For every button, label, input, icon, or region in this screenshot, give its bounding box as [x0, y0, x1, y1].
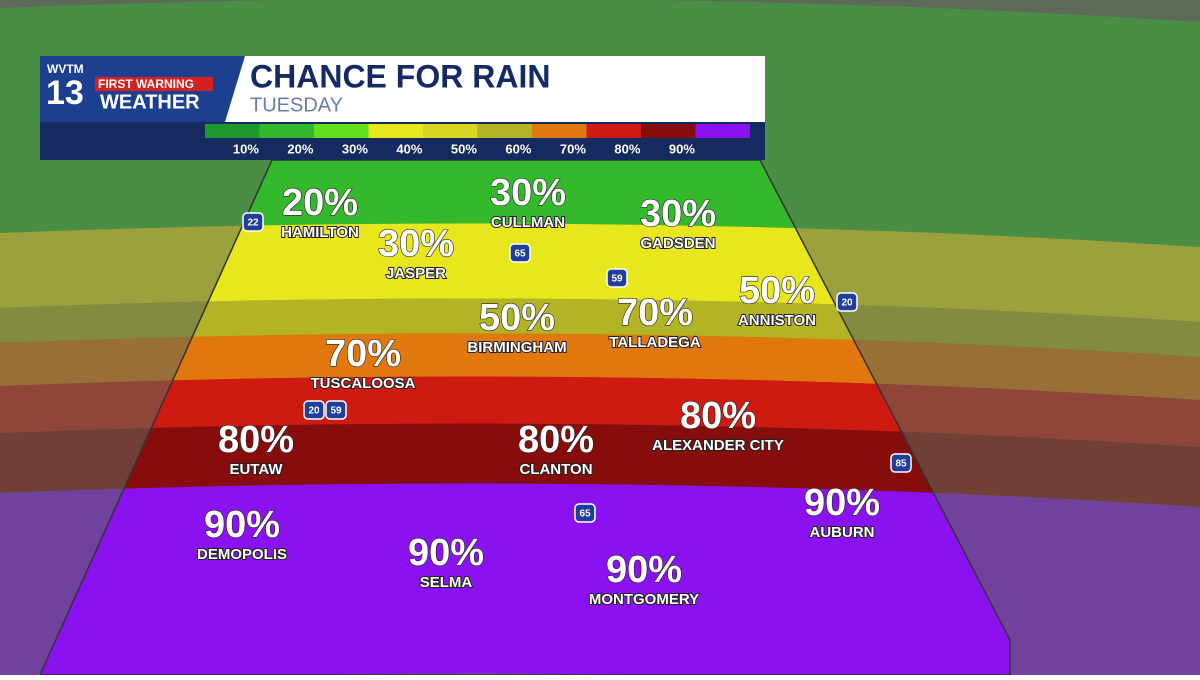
shield-label: 65 — [579, 509, 591, 520]
legend-swatch — [586, 124, 641, 138]
band — [40, 423, 1010, 507]
legend-swatch — [314, 124, 369, 138]
city-name: MONTGOMERY — [589, 591, 699, 608]
city-name: DEMOPOLIS — [197, 546, 287, 563]
legend-swatch — [641, 124, 696, 138]
legend-swatch — [259, 124, 314, 138]
shield-label: 20 — [308, 406, 320, 417]
city-chance: 30% — [378, 223, 454, 265]
legend: 10% 20% 30% 40% 50% 60% 70% 80% 90% — [205, 124, 750, 156]
legend-swatch — [368, 124, 423, 138]
header: WVTM 13 FIRST WARNING WEATHER CHANCE FOR… — [40, 56, 765, 160]
shield-badge — [509, 243, 531, 263]
shield-label: 20 — [841, 298, 853, 309]
shield-badge — [890, 453, 912, 473]
brand: FIRST WARNING — [98, 77, 194, 91]
city-chance: 90% — [804, 482, 880, 524]
city-name: AUBURN — [810, 524, 875, 541]
shield-badge — [606, 268, 628, 288]
legend-swatch — [695, 124, 750, 138]
city-chance: 70% — [325, 333, 401, 375]
brand-box — [95, 77, 213, 91]
city-chance: 90% — [606, 549, 682, 591]
city-chance: 30% — [490, 172, 566, 214]
city-chance: 80% — [218, 419, 294, 461]
subtitle: TUESDAY — [250, 94, 343, 116]
city-name: BIRMINGHAM — [467, 339, 566, 356]
city-name: TALLADEGA — [609, 334, 701, 351]
city-name: HAMILTON — [281, 224, 359, 241]
city-name: ANNISTON — [738, 312, 816, 329]
shield-label: 85 — [895, 459, 907, 470]
shield-badge — [574, 503, 596, 523]
legend-label: 80% — [614, 141, 640, 156]
shield-label: 59 — [611, 274, 623, 285]
channel: 13 — [46, 74, 84, 112]
legend-swatch — [532, 124, 587, 138]
legend-label: 90% — [669, 141, 695, 156]
shield-label: 22 — [247, 218, 259, 229]
shield-badge — [325, 400, 347, 420]
legend-label: 10% — [233, 141, 259, 156]
shield-label: 65 — [514, 249, 526, 260]
title: CHANCE FOR RAIN — [250, 58, 550, 94]
city-chance: 20% — [282, 182, 358, 224]
city-chance: 80% — [680, 395, 756, 437]
legend-swatch — [205, 124, 260, 138]
legend-label: 40% — [396, 141, 422, 156]
city-chance: 30% — [640, 193, 716, 235]
band — [40, 483, 1010, 675]
city-name: CLANTON — [519, 461, 592, 478]
city-chance: 80% — [518, 419, 594, 461]
legend-label: 50% — [451, 141, 477, 156]
legend-label: 60% — [505, 141, 531, 156]
legend-label: 20% — [287, 141, 313, 156]
legend-swatch — [423, 124, 478, 138]
brand-sub: WEATHER — [100, 91, 200, 113]
shield-badge — [303, 400, 325, 420]
city-chance: 90% — [204, 504, 280, 546]
city-name: SELMA — [420, 574, 473, 591]
shield-label: 59 — [330, 406, 342, 417]
city-name: GADSDEN — [640, 235, 715, 252]
city-name: TUSCALOOSA — [311, 375, 416, 392]
city-chance: 50% — [739, 270, 815, 312]
interstate-shields: 22 65 59 20 20 59 65 85 — [242, 212, 912, 523]
legend-label: 70% — [560, 141, 586, 156]
city-name: CULLMAN — [491, 214, 565, 231]
city-name: EUTAW — [229, 461, 283, 478]
shield-badge — [836, 292, 858, 312]
shield-badge — [242, 212, 264, 232]
city-name: JASPER — [386, 265, 446, 282]
city-chance: 70% — [617, 292, 693, 334]
city-chance: 50% — [479, 297, 555, 339]
station: WVTM — [47, 62, 84, 76]
city-name: ALEXANDER CITY — [652, 437, 784, 454]
legend-label: 30% — [342, 141, 368, 156]
legend-swatch — [477, 124, 532, 138]
city-chance: 90% — [408, 532, 484, 574]
